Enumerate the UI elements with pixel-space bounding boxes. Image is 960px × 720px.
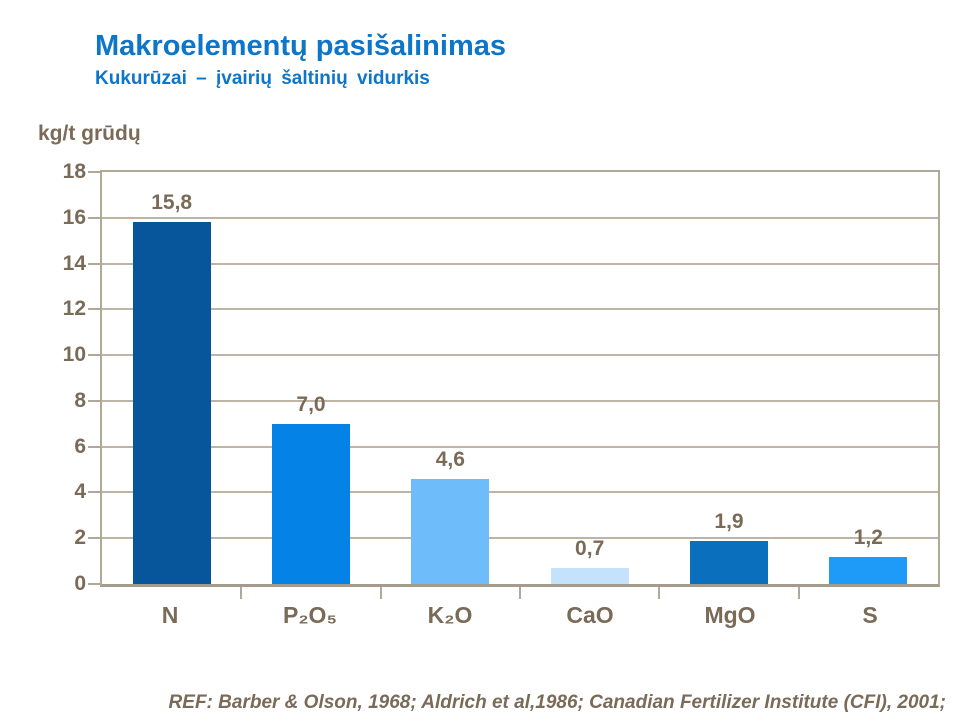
y-tick-label: 12 [62,297,86,321]
gridline [102,399,938,402]
bar-value-label: 0,7 [575,536,605,560]
y-tick-label: 16 [62,205,86,229]
gridline [102,537,938,540]
y-tick-mark [88,399,100,402]
y-tick-label: 4 [74,480,86,504]
plot-area: 15,8 7,0 4,6 0,7 1,9 1,2 [100,170,940,587]
y-tick-label: 2 [74,526,86,550]
gridline [102,216,938,219]
gridline [102,491,938,494]
x-category-label: P₂O₅ [283,602,337,628]
references: REF: Barber & Olson, 1968; Aldrich et al… [16,633,946,720]
bar-mgo [690,540,768,584]
gridline [102,445,938,448]
x-tick-mark [519,587,521,599]
gridline [102,354,938,357]
x-tick-mark [379,587,382,599]
page-subtitle: Kukurūzai – įvairių šaltinių vidurkis [95,68,430,89]
bar-value-label: 1,9 [714,509,744,533]
y-tick-label: 6 [74,434,86,458]
x-category-label: MgO [704,602,756,628]
gridline [102,308,938,311]
y-tick-mark [88,262,100,265]
x-category-label: K₂O [427,602,473,628]
bar-s [829,556,908,584]
bar-value-label: 4,6 [435,447,465,471]
bar-p2o5 [272,423,350,584]
y-tick-mark [88,354,100,357]
gridline [102,262,938,265]
y-tick-mark [88,216,100,219]
y-tick-mark [88,308,100,311]
bar-value-label: 7,0 [296,392,326,416]
reference-line: REF: Barber & Olson, 1968; Aldrich et al… [168,692,946,713]
y-tick-label: 14 [62,251,86,275]
bar-k2o [411,478,490,584]
y-tick-label: 0 [74,572,86,595]
y-axis-title: kg/t grūdų [38,122,141,145]
x-category-label: CaO [566,602,614,628]
y-tick-label: 18 [62,160,86,183]
x-category-label: N [161,602,179,628]
x-category-label: S [862,602,878,628]
bar-value-label: 15,8 [151,191,193,215]
bar-cao [550,567,629,584]
y-tick-mark [88,583,100,585]
y-tick-mark [88,171,100,173]
y-tick-mark [88,491,100,494]
y-tick-mark [88,445,100,448]
x-tick-mark [658,587,661,599]
x-tick-mark [240,587,243,599]
bar-value-label: 1,2 [853,525,883,549]
x-axis-labels: N P₂O₅ K₂O CaO MgO S [100,602,940,629]
x-tick-mark [797,587,800,599]
y-tick-label: 10 [62,343,86,367]
bar-n [132,222,211,584]
y-tick-label: 8 [74,388,86,412]
page-title: Makroelementų pasišalinimas [95,30,506,62]
slide-header: Makroelementų pasišalinimas Kukurūzai – … [95,30,506,90]
y-tick-mark [88,537,100,540]
